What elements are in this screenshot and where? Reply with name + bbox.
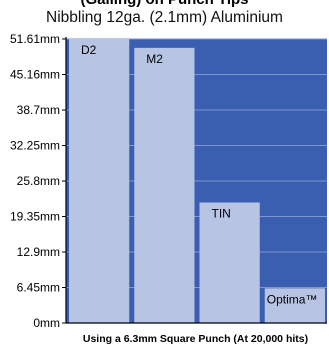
bar — [134, 47, 195, 323]
bar — [264, 288, 325, 323]
y-tick-label: 19.35mm — [10, 210, 60, 224]
chart-subtitle: Nibbling 12ga. (2.1mm) Aluminium — [46, 9, 283, 26]
bar — [199, 202, 260, 323]
y-tick-label: 32.25mm — [10, 139, 60, 153]
y-tick-label: 51.61mm — [10, 32, 60, 46]
y-tick-label: 6.45mm — [17, 281, 60, 295]
bar-label: TIN — [212, 206, 231, 220]
y-tick-label: 0mm — [33, 316, 60, 330]
y-tick-label: 25.8mm — [17, 174, 60, 188]
y-tick-label: 12.9mm — [17, 245, 60, 259]
x-axis-label: Using a 6.3mm Square Punch (At 20,000 hi… — [82, 333, 309, 345]
y-tick-label: 38.7mm — [17, 103, 60, 117]
bar-label: M2 — [146, 52, 163, 66]
bar — [69, 39, 130, 323]
bar-label: D2 — [81, 43, 97, 57]
y-tick-label: 45.16mm — [10, 67, 60, 81]
bar-label: Optima™ — [267, 292, 318, 306]
chart-title: (Galling) on Punch Tips — [0, 0, 329, 8]
